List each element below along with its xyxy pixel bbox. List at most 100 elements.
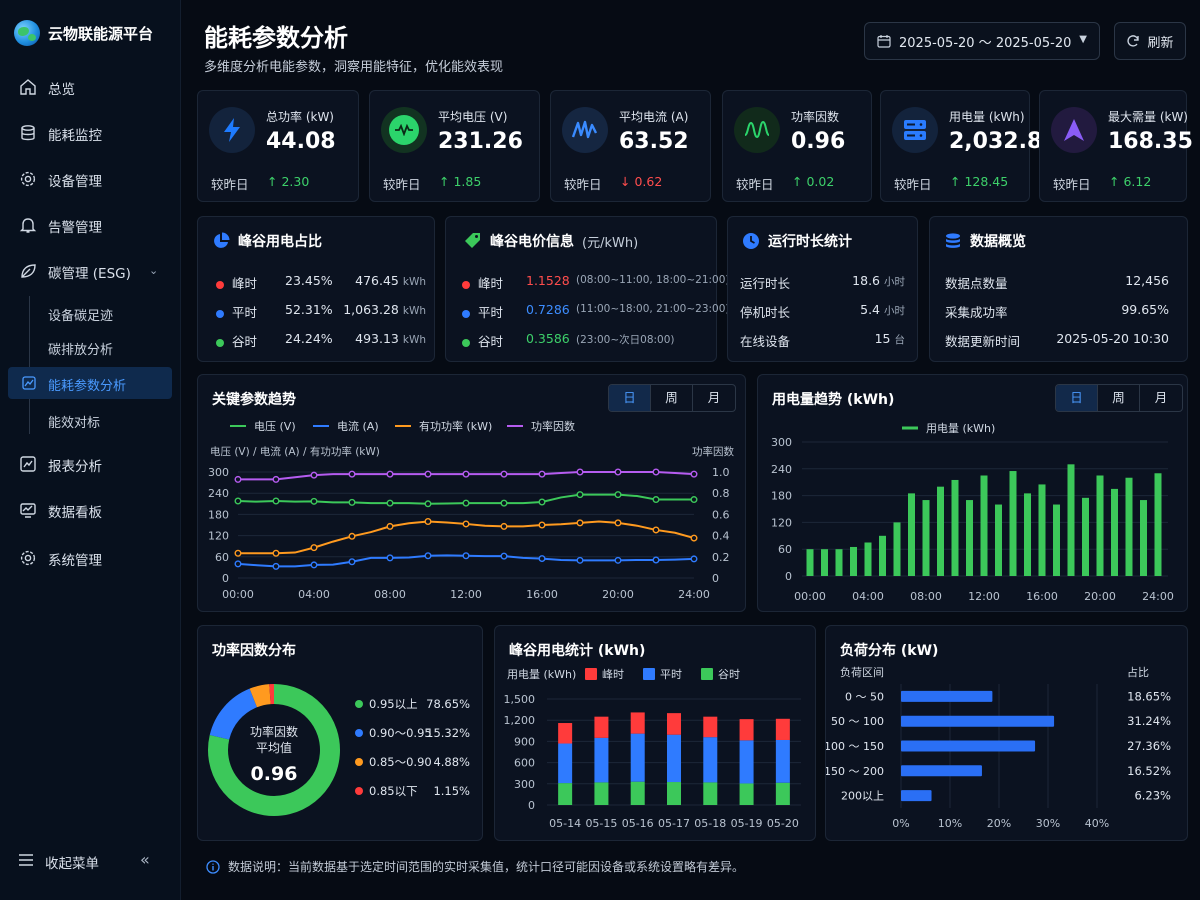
legend-dot: [355, 758, 363, 766]
sidebar-item-dashboard[interactable]: 数据看板: [0, 493, 181, 527]
stacked-bar-segment: [594, 716, 609, 738]
sidebar-item-energy-monitor[interactable]: 能耗监控: [0, 116, 181, 150]
data-point: [310, 544, 318, 552]
stacked-bar-segment: [703, 716, 718, 738]
sidebar-subitem-label: 设备碳足迹: [48, 309, 114, 324]
data-point: [462, 520, 470, 528]
legend-value: 4.88%: [433, 755, 470, 769]
x-tick-label: 04:00: [298, 588, 330, 601]
sidebar-subitem-carbon-footprint[interactable]: 设备碳足迹: [8, 297, 172, 329]
stacked-bar-segment: [594, 737, 609, 783]
bar: [901, 740, 1036, 752]
donut-center-label: 功率因数: [250, 724, 298, 739]
row-unit: kWh: [402, 334, 426, 346]
tab-week[interactable]: 周: [651, 385, 693, 411]
card-title: 数据概览: [944, 231, 1026, 251]
kpi-compare-label: 较昨日: [736, 177, 774, 192]
refresh-button[interactable]: 刷新: [1114, 22, 1186, 60]
sidebar-item-reports[interactable]: 报表分析: [0, 447, 181, 481]
tab-month[interactable]: 月: [707, 390, 721, 405]
bar: [951, 479, 959, 576]
tab-week[interactable]: 周: [1098, 385, 1140, 411]
tab-day[interactable]: 日: [1056, 385, 1098, 411]
x-tick-label: 05-16: [622, 817, 654, 830]
legend-label: 谷时: [718, 668, 740, 681]
row-unit: 台: [894, 334, 906, 346]
stacked-bar-segment: [630, 781, 645, 805]
data-point: [272, 475, 280, 483]
peak-valley-stat-card: 峰谷用电统计 (kWh) 用电量 (kWh) 峰时 平时 谷时 0 300 600 900 1,…: [494, 625, 816, 841]
row-label: 在线设备: [740, 334, 791, 349]
date-range-picker[interactable]: 2025-05-20 ～ 2025-05-20 ▼: [864, 22, 1100, 60]
legend-label: 电流 (A): [337, 419, 379, 433]
kpi-compare-label: 较昨日: [211, 177, 249, 192]
row-pct: 23.45%: [285, 273, 333, 288]
kpi-card-energy-consumption: 用电量 (kWh) 2,032.86 较昨日 ↑ 128.45: [880, 90, 1058, 202]
bar: [901, 690, 993, 702]
chevron-down-icon[interactable]: ⌄: [149, 264, 159, 277]
legend-label: 峰时: [602, 668, 624, 681]
legend-label: 0.90～0.95: [369, 726, 432, 740]
runtime-row-online: 在线设备 15 台: [740, 331, 905, 350]
y-axis-label: 电压 (V) / 电流 (A) / 有功功率 (kW): [210, 445, 380, 458]
bar-value-label: 18.65%: [1127, 689, 1171, 703]
row-label: 峰时: [232, 276, 258, 291]
y-tick-label: 180: [208, 508, 229, 521]
stacked-bar-segment: [667, 734, 681, 783]
sidebar-item-system[interactable]: 系统管理: [0, 541, 181, 575]
data-note: 数据说明：当前数据基于选定时间范围的实时采集值，统计口径可能因设备或系统设置略有…: [206, 858, 744, 875]
x-tick-label: 05-19: [731, 817, 763, 830]
tab-month[interactable]: 月: [1154, 390, 1168, 405]
sidebar-subitem-efficiency-benchmark[interactable]: 能效对标: [8, 404, 172, 436]
data-point: [234, 560, 242, 568]
kpi-delta-value: 2.30: [281, 174, 310, 189]
row-time: (23:00~次日08:00): [576, 334, 675, 346]
card-title-text: 峰谷电价信息: [490, 234, 574, 250]
monitor-icon: [20, 503, 36, 518]
data-point: [576, 556, 584, 564]
data-point: [310, 561, 318, 569]
ratio-row-flat: 平时 52.31% 1,063.28 kWh: [216, 302, 426, 321]
kpi-card-total-power: 总功率 (kW) 44.08 较昨日 ↑ 2.30: [197, 90, 359, 202]
data-point: [272, 497, 280, 505]
sidebar-item-overview[interactable]: 总览: [0, 70, 181, 104]
sidebar-item-label: 报表分析: [48, 459, 102, 475]
price-row-valley: 谷时 0.3586 (23:00~次日08:00): [462, 331, 675, 350]
y-axis-label: 负荷区间: [840, 665, 884, 679]
x-tick-label: 05-18: [694, 817, 726, 830]
tab-day[interactable]: 日: [609, 385, 651, 411]
energy-bar-chart: 用电量 (kWh) 0 60 120 180 240 300 00:00 04:00 08:00 1…: [771, 422, 1174, 603]
sidebar-item-alarm[interactable]: 告警管理: [0, 208, 181, 242]
stacked-bar-segment: [667, 713, 681, 735]
row-label: 数据更新时间: [945, 334, 1021, 349]
kpi-value: 168.35: [1108, 129, 1193, 154]
server-icon: [892, 107, 938, 153]
bar: [879, 535, 886, 576]
legend-value: 78.65%: [426, 697, 470, 711]
sidebar-subitem-carbon-emission[interactable]: 碳排放分析: [8, 331, 172, 363]
data-point: [500, 522, 508, 530]
stacked-bar-segment: [703, 782, 718, 805]
brand-logo[interactable]: 云物联能源平台: [14, 20, 153, 46]
double-chevron-left-icon[interactable]: «: [140, 850, 150, 869]
x-tick-label: 24:00: [678, 588, 710, 601]
sidebar-subitem-energy-params[interactable]: 能耗参数分析: [8, 367, 172, 399]
row-price: 1.1528: [526, 273, 570, 288]
y-tick-label: 0: [528, 799, 535, 812]
x-tick-label: 0%: [892, 817, 909, 830]
data-point: [500, 499, 508, 507]
data-point: [386, 499, 394, 507]
row-label: 运行时长: [740, 276, 791, 291]
collapse-menu-button[interactable]: 收起菜单 «: [18, 850, 168, 872]
data-point: [614, 556, 622, 564]
x-tick-label: 04:00: [852, 590, 884, 603]
data-point: [500, 552, 508, 560]
y-tick-label: 600: [514, 757, 535, 770]
sidebar-item-carbon[interactable]: 碳管理 (ESG) ⌄: [0, 254, 181, 288]
sidebar-item-device[interactable]: 设备管理: [0, 162, 181, 196]
y-tick-label: 0: [785, 570, 792, 583]
row-value: 2025-05-20 10:30: [1056, 331, 1169, 346]
data-point: [386, 522, 394, 530]
x-tick-label: 12:00: [450, 588, 482, 601]
